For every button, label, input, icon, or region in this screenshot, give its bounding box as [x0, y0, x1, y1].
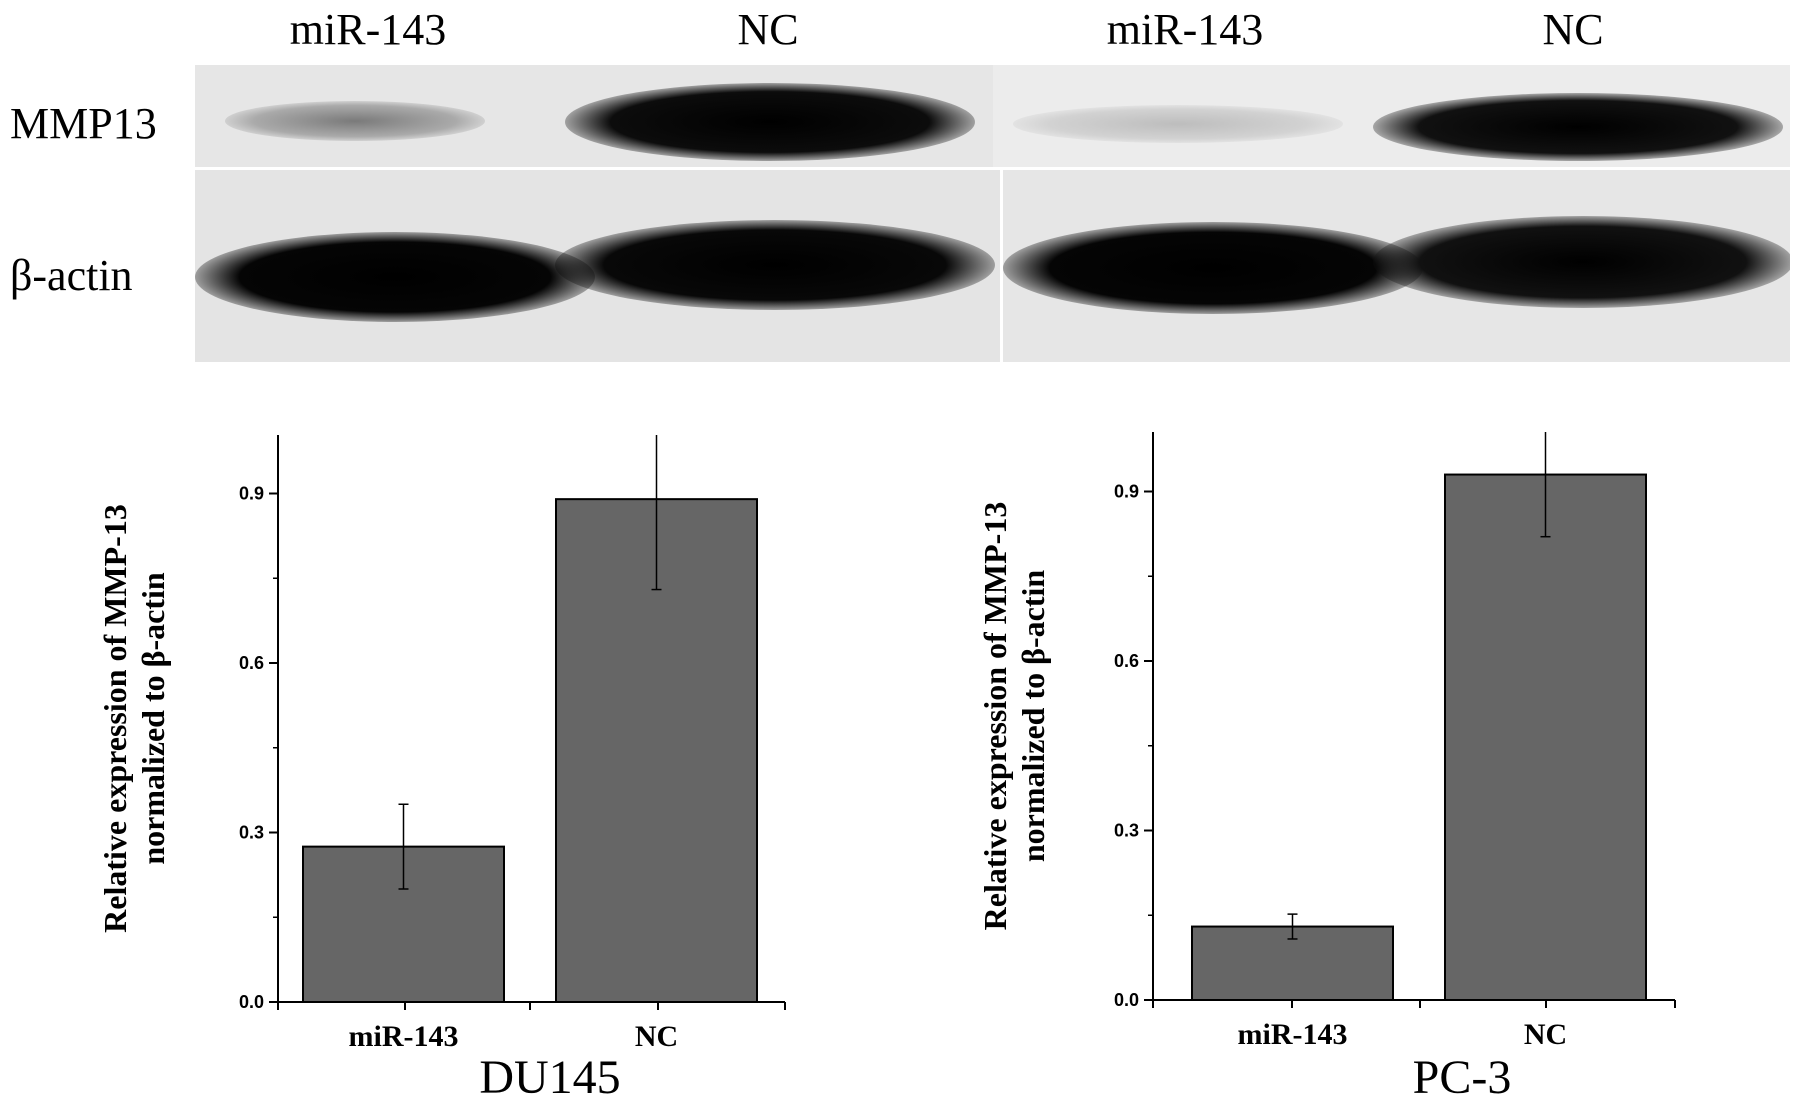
blot-band: [1373, 93, 1783, 161]
blot-band: [565, 83, 975, 161]
blot-lane-label-mir143-du145: miR-143: [289, 5, 447, 54]
y-tick-label: 0.9: [1114, 482, 1139, 502]
blot-band: [555, 220, 995, 310]
y-axis-label: Relative expression of MMP-13normalized …: [977, 502, 1051, 931]
blot-panel-actin-pc3: [1003, 170, 1790, 362]
bar-chart-du145: 0.0 0.3 0.6 0.9 miR-143 NC Relative expression…: [97, 435, 786, 1053]
blot-lane-label-nc-pc3: NC: [1542, 5, 1604, 54]
x-tick-label: NC: [1524, 1018, 1567, 1051]
y-tick-label: 0.3: [239, 823, 264, 843]
x-tick-label: NC: [635, 1020, 678, 1053]
blot-band: [195, 232, 595, 322]
y-tick-label: 0.6: [239, 653, 264, 673]
blot-panel-mmp13-pc3: [993, 65, 1790, 167]
blot-lane-label-nc-du145: NC: [737, 5, 799, 54]
y-tick-label: 0.3: [1114, 821, 1139, 841]
blot-band: [1373, 216, 1790, 308]
chart-title-du145: DU145: [479, 1051, 621, 1104]
blot-band: [1013, 105, 1343, 143]
bar-chart-pc3: 0.0 0.3 0.6 0.9 miR-143 NC Relative expression…: [977, 432, 1676, 1051]
bar-nc: [1444, 473, 1647, 1002]
blot-row-label-mmp13: MMP13: [10, 99, 157, 148]
chart-title-pc3: PC-3: [1412, 1051, 1512, 1104]
x-tick-label: miR-143: [349, 1020, 459, 1053]
blot-panel-actin-du145: [195, 170, 1000, 362]
y-tick-label: 0.0: [239, 992, 264, 1012]
y-axis-label: Relative expression of MMP-13normalized …: [97, 504, 171, 933]
blot-band: [1003, 222, 1423, 314]
y-tick-label: 0.6: [1114, 651, 1139, 671]
x-tick-label: miR-143: [1238, 1018, 1348, 1051]
blot-band: [225, 101, 485, 141]
y-tick-label: 0.0: [1114, 990, 1139, 1010]
blot-lane-label-mir143-pc3: miR-143: [1106, 5, 1264, 54]
y-tick-label: 0.9: [239, 484, 264, 504]
blot-row-label-beta-actin: β-actin: [10, 251, 133, 300]
blot-panel-mmp13-du145: [195, 65, 993, 167]
